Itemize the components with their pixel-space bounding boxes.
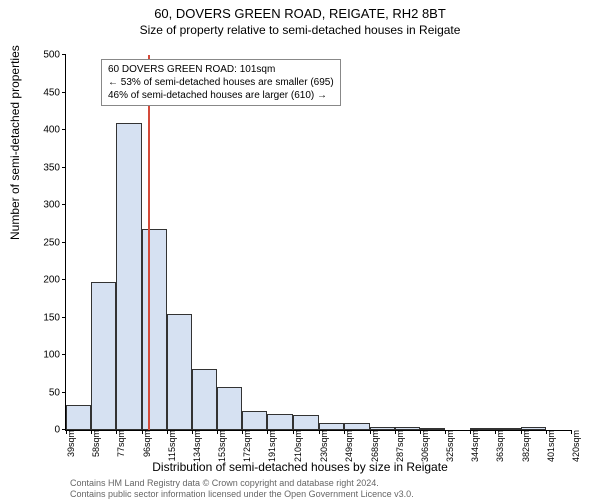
x-tick-label: 210sqm (289, 430, 303, 462)
chart-title: 60, DOVERS GREEN ROAD, REIGATE, RH2 8BT (0, 0, 600, 21)
histogram-bar (167, 314, 192, 430)
x-tick-label: 287sqm (391, 430, 405, 462)
y-tick-mark (62, 92, 66, 93)
histogram-bar (319, 423, 344, 431)
y-tick-label: 100 (43, 350, 66, 361)
x-tick-label: 420sqm (567, 430, 581, 462)
x-tick-label: 230sqm (315, 430, 329, 462)
x-tick-label: 401sqm (542, 430, 556, 462)
y-tick-mark (62, 242, 66, 243)
y-tick-mark (62, 54, 66, 55)
y-tick-mark (62, 204, 66, 205)
y-axis-label: Number of semi-detached properties (8, 45, 22, 240)
annotation-line: ← 53% of semi-detached houses are smalle… (108, 76, 334, 89)
x-tick-label: 382sqm (517, 430, 531, 462)
histogram-plot: 05010015020025030035040045050039sqm58sqm… (65, 55, 571, 431)
histogram-bar (217, 387, 242, 430)
y-tick-label: 400 (43, 125, 66, 136)
x-tick-label: 96sqm (138, 430, 152, 457)
x-tick-label: 268sqm (366, 430, 380, 462)
y-tick-label: 150 (43, 312, 66, 323)
y-tick-label: 450 (43, 87, 66, 98)
annotation-line: 60 DOVERS GREEN ROAD: 101sqm (108, 63, 334, 76)
histogram-bar (420, 428, 445, 430)
x-tick-label: 134sqm (188, 430, 202, 462)
x-tick-label: 153sqm (213, 430, 227, 462)
histogram-bar (293, 415, 320, 430)
y-tick-mark (62, 167, 66, 168)
histogram-bar (495, 428, 520, 430)
histogram-bar (521, 427, 546, 430)
histogram-bar (267, 414, 292, 431)
y-tick-mark (62, 129, 66, 130)
y-tick-label: 200 (43, 275, 66, 286)
attribution-text: Contains HM Land Registry data © Crown c… (70, 478, 414, 500)
histogram-bar (91, 282, 116, 430)
histogram-bar (470, 428, 495, 430)
annotation-line: 46% of semi-detached houses are larger (… (108, 89, 334, 102)
x-tick-label: 172sqm (238, 430, 252, 462)
chart-container: 60, DOVERS GREEN ROAD, REIGATE, RH2 8BT … (0, 0, 600, 500)
y-tick-mark (62, 354, 66, 355)
y-tick-label: 300 (43, 200, 66, 211)
histogram-bar (344, 423, 369, 431)
x-tick-label: 39sqm (62, 430, 76, 457)
x-tick-label: 249sqm (340, 430, 354, 462)
x-tick-label: 344sqm (466, 430, 480, 462)
histogram-bar (370, 427, 395, 430)
histogram-bar (66, 405, 91, 430)
histogram-bar (116, 123, 141, 431)
x-tick-label: 191sqm (263, 430, 277, 462)
y-tick-label: 500 (43, 50, 66, 61)
x-tick-label: 325sqm (441, 430, 455, 462)
x-tick-label: 306sqm (416, 430, 430, 462)
reference-line (148, 55, 150, 430)
histogram-bar (142, 229, 167, 430)
y-tick-mark (62, 317, 66, 318)
x-tick-label: 58sqm (87, 430, 101, 457)
histogram-bar (192, 369, 217, 431)
y-tick-mark (62, 279, 66, 280)
x-tick-label: 363sqm (491, 430, 505, 462)
histogram-bar (242, 411, 267, 430)
y-tick-mark (62, 392, 66, 393)
histogram-bar (395, 427, 420, 430)
x-axis-label: Distribution of semi-detached houses by … (0, 460, 600, 474)
y-tick-label: 350 (43, 162, 66, 173)
x-tick-label: 115sqm (163, 430, 177, 461)
chart-subtitle: Size of property relative to semi-detach… (0, 21, 600, 37)
annotation-box: 60 DOVERS GREEN ROAD: 101sqm← 53% of sem… (101, 59, 341, 106)
x-tick-label: 77sqm (112, 430, 126, 457)
y-tick-label: 250 (43, 237, 66, 248)
y-tick-label: 50 (49, 387, 66, 398)
